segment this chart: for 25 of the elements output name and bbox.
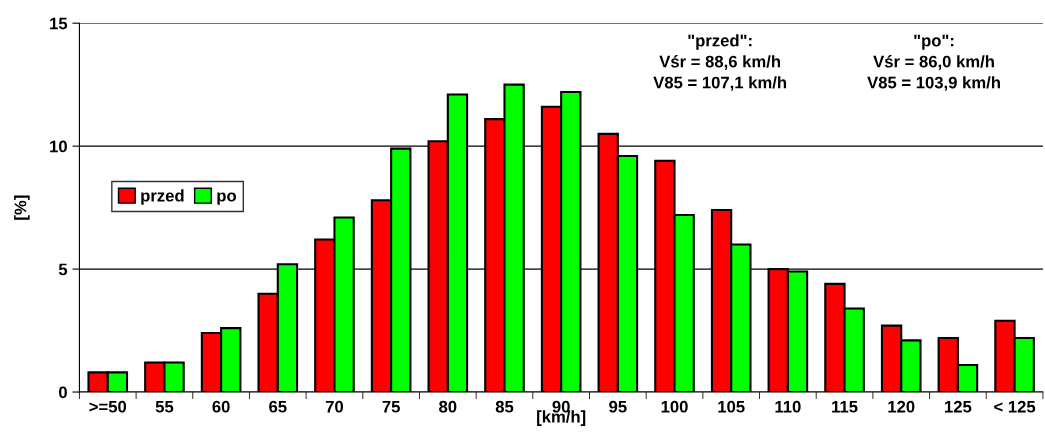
- y-axis-title: [%]: [14, 195, 30, 220]
- x-tick-label: >=50: [89, 400, 127, 413]
- x-tick-label: 70: [325, 400, 344, 413]
- x-tick-label: 110: [775, 400, 801, 413]
- x-tick-label: 65: [269, 400, 287, 413]
- x-tick-label: 100: [661, 400, 688, 413]
- annotation: "przed": Vśr = 88,6 km/h V85 = 107,1 km/h: [653, 34, 787, 91]
- y-tick-label: 5: [58, 263, 68, 276]
- x-tick-label: 125: [945, 400, 972, 413]
- x-tick-label: 75: [382, 400, 400, 413]
- legend-label: przed: [141, 189, 184, 205]
- x-tick-label: 95: [609, 400, 627, 413]
- y-tick-label: 10: [50, 140, 67, 153]
- x-tick-label: 60: [212, 400, 230, 413]
- x-tick-label: 105: [718, 400, 745, 413]
- x-tick-label: 115: [832, 400, 858, 413]
- x-tick-label: 85: [495, 400, 514, 413]
- y-tick-label: 0: [59, 386, 67, 399]
- x-tick-label: < 125: [994, 400, 1036, 413]
- x-tick-label: 80: [439, 400, 457, 413]
- x-tick-label: 120: [888, 400, 915, 413]
- annotation: "po": Vśr = 86,0 km/h V85 = 103,9 km/h: [867, 34, 1000, 91]
- y-tick-label: 15: [50, 17, 68, 30]
- legend-label: po: [217, 192, 236, 205]
- x-tick-label: 55: [155, 400, 174, 413]
